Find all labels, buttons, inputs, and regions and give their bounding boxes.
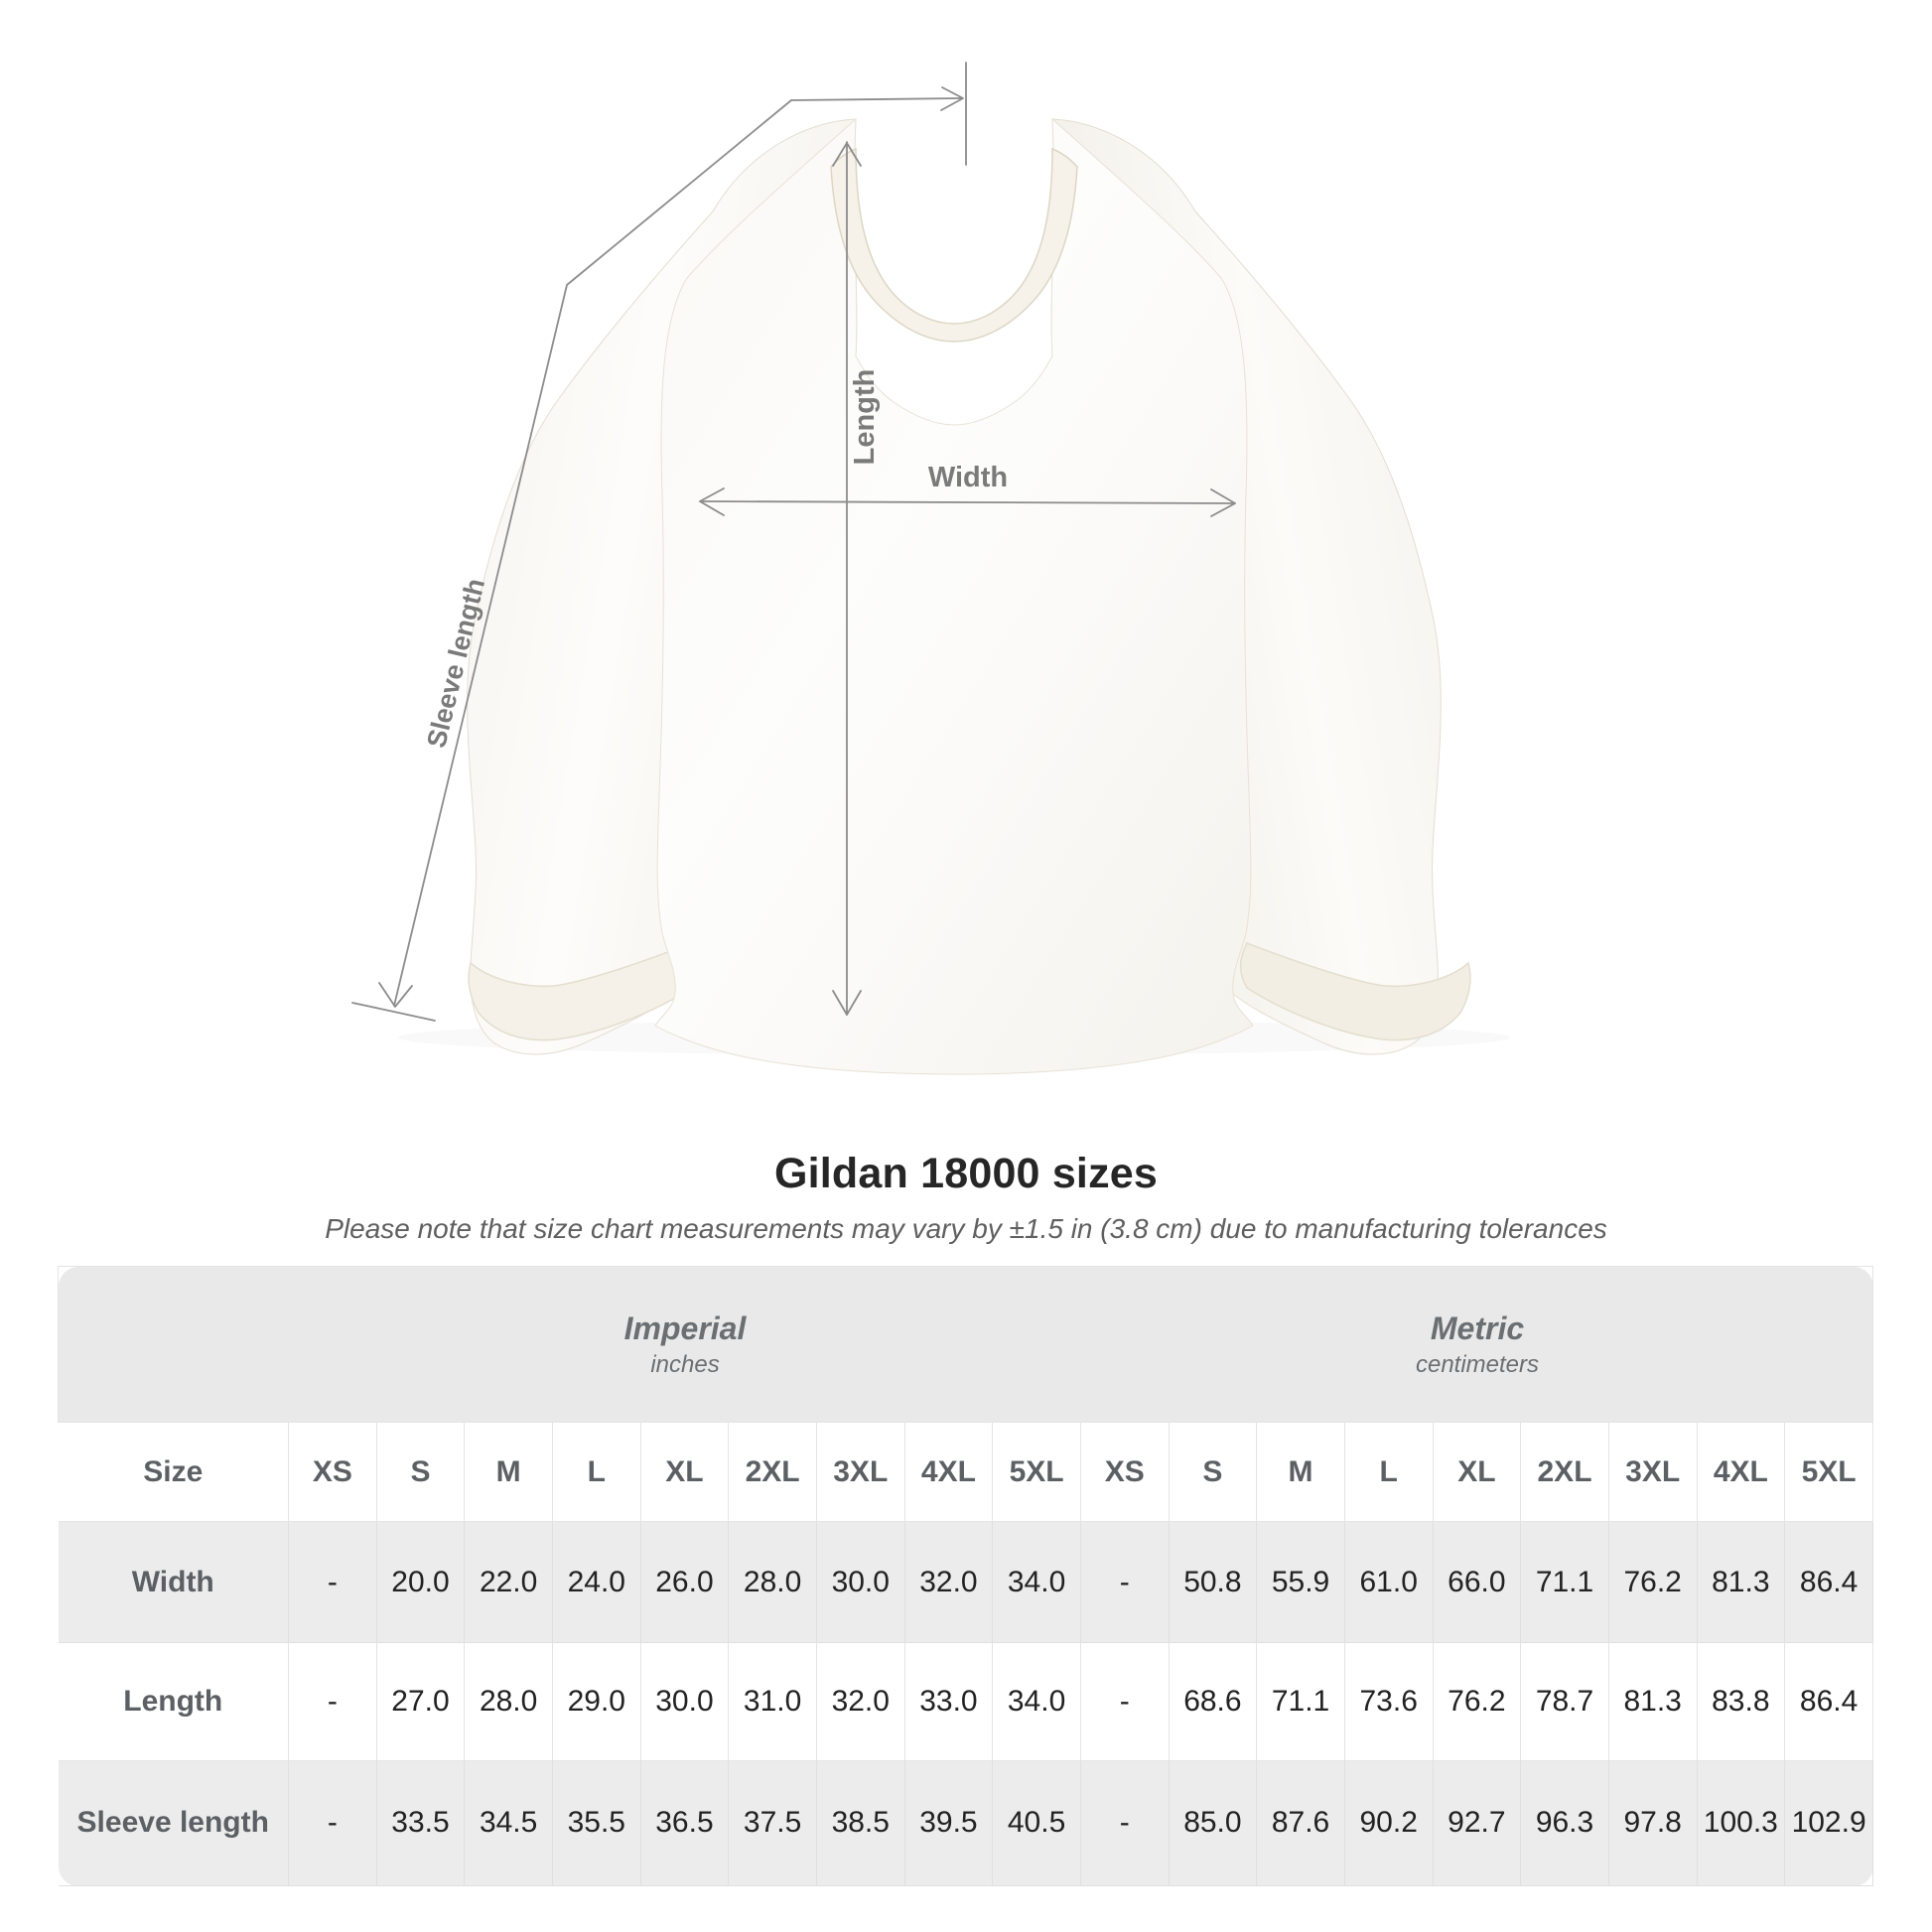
svg-text:Length: Length — [849, 369, 881, 466]
svg-text:Width: Width — [928, 462, 1008, 493]
